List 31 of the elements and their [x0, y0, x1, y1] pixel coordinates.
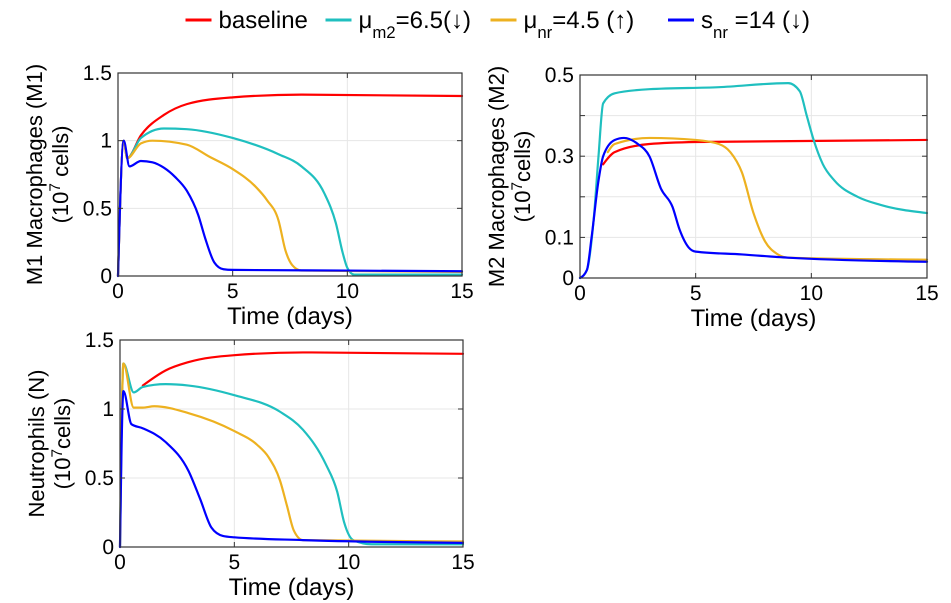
x-tick-label: 15 — [915, 282, 939, 305]
x-tick-label: 5 — [226, 280, 239, 303]
x-axis-title: Time (days) — [690, 305, 816, 332]
line-series — [142, 351, 464, 387]
x-tick-label: 15 — [451, 551, 475, 574]
y-tick-label: 0 — [102, 536, 114, 559]
y-tick-label: 0.5 — [544, 64, 574, 87]
line-series — [578, 136, 928, 280]
y-tick-label: 1 — [102, 398, 114, 421]
x-tick-label: 5 — [690, 282, 702, 305]
x-tick-label: 10 — [336, 551, 360, 574]
x-tick-label: 10 — [800, 282, 824, 305]
y-tick-label: 0.5 — [82, 197, 112, 220]
x-tick-label: 5 — [228, 551, 240, 574]
x-axis-title: Time (days) — [228, 574, 354, 601]
y-tick-label: 0 — [100, 265, 112, 288]
line-series — [606, 136, 928, 261]
legend-label: μ$_{m2}$=6.5(↓) — [358, 7, 472, 42]
legend-label: baseline — [218, 7, 308, 34]
y-tick-label: 1 — [100, 130, 112, 153]
y-tick-label: 1.5 — [82, 62, 112, 85]
y-tick-label: 1.5 — [84, 329, 114, 352]
x-axis-title: Time (days) — [227, 303, 353, 330]
legend-label: μ$_{nr}$=4.5 (↑) — [524, 7, 634, 42]
x-tick-label: 10 — [336, 280, 360, 303]
y-tick-label: 0.5 — [84, 467, 114, 490]
x-tick-label: 15 — [450, 280, 474, 303]
y-tick-label: 0.1 — [544, 226, 574, 250]
line-series — [602, 138, 928, 166]
y-tick-label: 0.3 — [544, 145, 574, 168]
legend-label: s$_{nr}$ =14 (↓) — [701, 7, 810, 42]
